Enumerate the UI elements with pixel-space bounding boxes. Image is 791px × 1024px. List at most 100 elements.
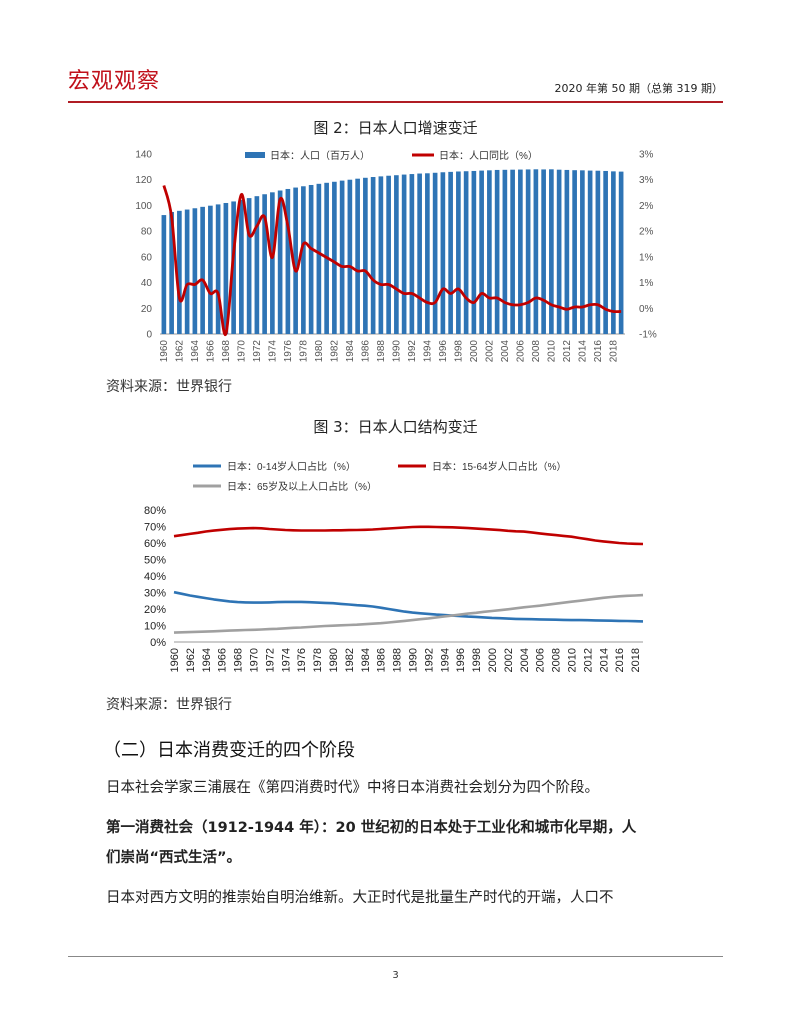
population-bar (161, 215, 167, 334)
x-tick-label: 2012 (582, 648, 594, 672)
y-tick-label: 10% (144, 621, 166, 633)
x-tick-label: 1984 (360, 648, 372, 672)
population-bar (510, 169, 515, 334)
population-bar (448, 171, 453, 334)
legend-label-2: 日本：65岁及以上人口占比（%） (227, 480, 377, 493)
population-bar (618, 171, 624, 334)
x-tick-label: 1972 (252, 340, 263, 363)
legend-label-population: 日本：人口（百万人） (270, 149, 370, 162)
population-bar (177, 210, 182, 334)
population-bar (595, 170, 601, 334)
x-tick-label: 2002 (484, 340, 495, 363)
population-bar (223, 202, 229, 334)
y-right-tick-label: -1% (639, 330, 657, 341)
x-tick-label: 1970 (236, 340, 247, 363)
y-left-tick-label: 40 (141, 278, 153, 289)
population-bar (378, 176, 384, 334)
x-tick-label: 1964 (201, 648, 213, 672)
issue-number: 2020 年第 50 期（总第 319 期） (554, 82, 723, 95)
population-bar (394, 175, 399, 334)
x-tick-label: 1984 (345, 340, 356, 363)
y-right-tick-label: 2% (639, 227, 654, 238)
population-bar (254, 196, 260, 334)
population-bar (192, 208, 198, 334)
y-left-tick-label: 80 (141, 227, 153, 238)
population-bar (363, 177, 368, 334)
x-tick-label: 2004 (500, 340, 511, 363)
x-tick-label: 1992 (423, 648, 435, 672)
x-tick-label: 1972 (264, 648, 276, 672)
x-tick-label: 1970 (248, 648, 260, 672)
publication-title: 宏观观察 (68, 69, 161, 94)
x-tick-label: 2006 (535, 648, 547, 672)
legend-swatch-population (245, 152, 265, 158)
x-tick-label: 2014 (598, 648, 610, 672)
x-tick-label: 2000 (469, 340, 480, 363)
population-bar (556, 169, 562, 334)
x-tick-label: 1992 (407, 340, 418, 363)
population-bar (401, 174, 407, 334)
x-tick-label: 1980 (314, 340, 325, 363)
x-tick-label: 1998 (453, 340, 464, 363)
population-bar (200, 206, 205, 334)
population-bar (432, 172, 438, 334)
footer-divider (68, 956, 723, 957)
y-left-tick-label: 140 (135, 150, 152, 161)
population-bar (580, 170, 585, 334)
header-divider (68, 101, 723, 103)
figure-3-source: 资料来源：世界银行 (106, 697, 232, 713)
population-growth-chart: 日本：人口（百万人） 日本：人口同比（%） 0 20 40 60 80 100 120 140 -1… (135, 149, 657, 363)
population-bar (479, 170, 484, 334)
population-bar (339, 180, 345, 334)
x-tick-label: 1968 (221, 340, 232, 363)
x-tick-label: 2010 (566, 648, 578, 672)
y-right-tick-label: 3% (639, 150, 654, 161)
x-tick-label: 1990 (391, 340, 402, 363)
population-bar (332, 181, 337, 334)
population-bar (169, 211, 174, 334)
y-tick-label: 50% (144, 555, 166, 567)
x-tick-label: 2008 (551, 648, 563, 672)
population-bar (587, 170, 593, 334)
paragraph-first-consumer-society-line1: 第一消费社会（1912-1944 年）：20 世纪初的日本处于工业化和城市化早期… (106, 820, 637, 836)
paragraph-intro: 日本社会学家三浦展在《第四消费时代》中将日本消费社会划分为四个阶段。 (106, 780, 599, 796)
x-tick-label: 1966 (217, 648, 229, 672)
series-line-0 (173, 590, 644, 623)
figure-2-source: 资料来源：世界银行 (106, 379, 232, 395)
x-tick-label: 1982 (329, 340, 340, 363)
population-bar (386, 175, 391, 334)
population-bar (611, 171, 616, 334)
x-tick-label: 1978 (298, 340, 309, 363)
x-tick-label: 1978 (312, 648, 324, 672)
section-heading: （二）日本消费变迁的四个阶段 (103, 740, 355, 761)
x-tick-label: 1982 (344, 648, 356, 672)
x-tick-label: 2016 (593, 340, 604, 363)
population-bar (564, 169, 570, 334)
x-tick-label: 2002 (503, 648, 515, 672)
x-tick-label: 1998 (471, 648, 483, 672)
y-right-tick-label: 3% (639, 175, 654, 186)
population-structure-chart: 日本：0-14岁人口占比（%） 日本：15-64岁人口占比（%） 日本：65岁及以上… (144, 460, 644, 672)
population-bar (603, 170, 608, 334)
legend-label-growth: 日本：人口同比（%） (439, 149, 538, 162)
paragraph-meiji: 日本对西方文明的推崇始自明治维新。大正时代是批量生产时代的开端，人口不 (106, 890, 614, 906)
x-tick-label: 1994 (422, 340, 433, 363)
x-tick-label: 2010 (546, 340, 557, 363)
population-bar (541, 169, 546, 334)
x-tick-label: 2018 (608, 340, 619, 363)
population-bar (440, 172, 446, 334)
population-bar (308, 184, 314, 334)
x-tick-label: 1986 (376, 648, 388, 672)
legend-label-0: 日本：0-14岁人口占比（%） (227, 460, 356, 473)
y-left-tick-label: 0 (146, 330, 152, 341)
series-line-2 (173, 593, 644, 634)
y-right-tick-label: 1% (639, 278, 654, 289)
population-bar (277, 190, 283, 334)
population-bar (409, 174, 415, 334)
y-right-tick-label: 2% (639, 201, 654, 212)
y-tick-label: 20% (144, 604, 166, 616)
x-tick-label: 1994 (439, 648, 451, 672)
x-tick-label: 1964 (190, 340, 201, 363)
population-bar (208, 205, 213, 334)
y-left-tick-label: 120 (135, 175, 152, 186)
